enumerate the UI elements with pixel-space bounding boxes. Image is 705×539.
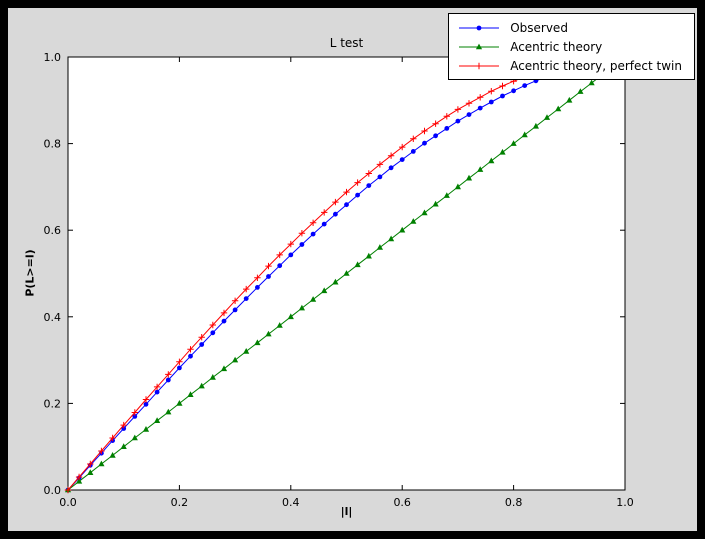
x-tick-label: 1.0 (616, 496, 634, 509)
x-tick-label: 0.2 (171, 496, 189, 509)
legend: Observed Acentric theory Acentric theory, … (448, 13, 695, 80)
legend-item: Observed (457, 18, 682, 37)
plus-line-sample-icon (459, 62, 500, 69)
x-axis-label: |l| (340, 505, 353, 518)
x-tick-label: 0.4 (282, 496, 300, 509)
legend-item-label: Observed (510, 20, 568, 35)
triangle-line-sample-icon (459, 43, 500, 49)
x-tick-label: 0.8 (505, 496, 523, 509)
series-acentric-theory-markers (64, 70, 606, 493)
legend-item: Acentric theory, perfect twin (457, 56, 682, 75)
y-tick-label: 0.8 (44, 138, 62, 151)
legend-item-label: Acentric theory, perfect twin (510, 58, 682, 73)
y-tick-label: 0.4 (44, 311, 62, 324)
y-tick-label: 0.6 (44, 224, 62, 237)
x-tick-label: 0.0 (59, 496, 77, 509)
y-tick-label: 1.0 (44, 51, 62, 64)
y-axis-label: P(L>=l) (23, 249, 37, 297)
y-tick-label: 0.2 (44, 397, 62, 410)
legend-item: Acentric theory (457, 37, 682, 56)
y-tick-label: 0.0 (44, 484, 62, 497)
plot-area: 0.0 0.2 0.4 0.6 0.8 1.0 0.0 0.2 0.4 0.6 0.8 1.0 (44, 51, 634, 509)
legend-item-label: Acentric theory (510, 39, 603, 54)
x-tick-label: 0.6 (393, 496, 411, 509)
circle-line-sample-icon (459, 25, 500, 30)
chart-title: L test (329, 36, 364, 50)
figure: 0.0 0.2 0.4 0.6 0.8 1.0 0.0 0.2 0.4 0.6 0.8 1.0 L t… (8, 8, 697, 531)
